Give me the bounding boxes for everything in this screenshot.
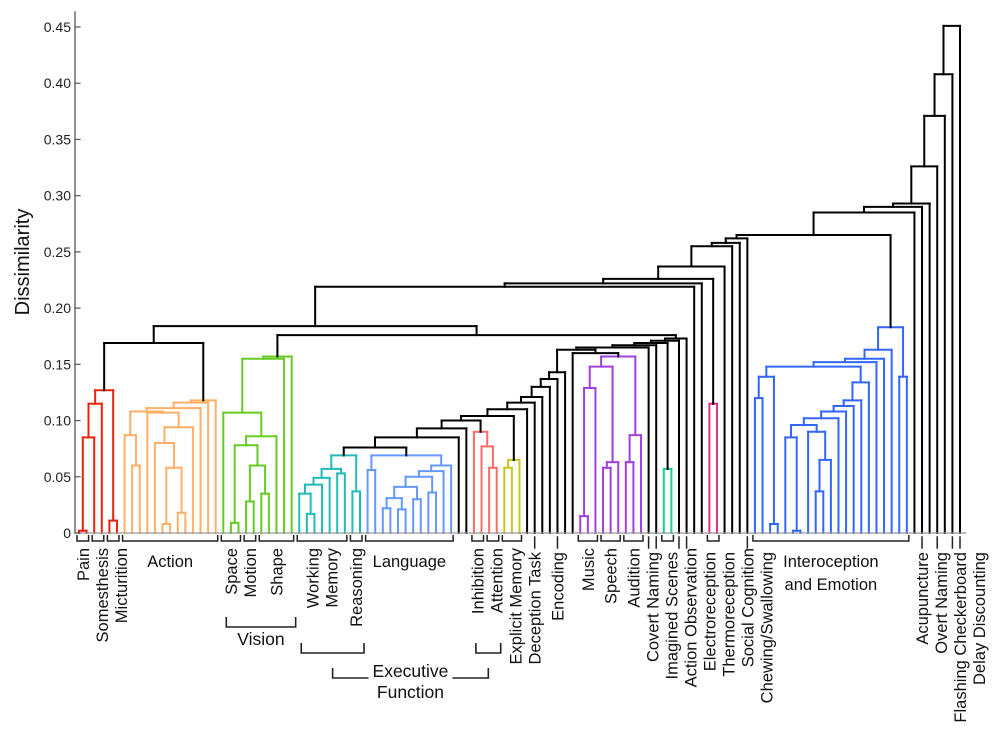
group-bracket bbox=[706, 535, 720, 542]
group-bracket bbox=[76, 535, 90, 542]
y-axis: 0 0.05 0.10 0.15 0.20 0.25 0.30 0.35 0.40 0.45 bbox=[44, 11, 967, 541]
y-tick-label: 0.40 bbox=[44, 75, 71, 91]
super-group-bracket bbox=[225, 617, 297, 628]
group-label: Flashing Checkerboard bbox=[952, 552, 970, 723]
group-bracket bbox=[91, 535, 105, 542]
y-tick-label: 0 bbox=[63, 525, 71, 541]
group-label: Somesthesis bbox=[94, 548, 112, 642]
group-label: Delay Discounting bbox=[971, 552, 989, 685]
group-bracket bbox=[600, 535, 621, 542]
y-tick-label: 0.15 bbox=[44, 356, 71, 372]
group-label: Memory bbox=[324, 547, 342, 607]
group-bracket bbox=[501, 535, 523, 542]
group-bracket bbox=[106, 535, 120, 542]
super-group-connector bbox=[331, 668, 369, 679]
group-bracket bbox=[243, 535, 257, 542]
group-label: Reasoning bbox=[348, 548, 366, 627]
group-bracket bbox=[471, 535, 485, 542]
y-tick-label: 0.20 bbox=[44, 300, 71, 316]
group-bracket bbox=[220, 535, 242, 542]
group-label: Micturition bbox=[113, 548, 131, 623]
group-bracket bbox=[349, 535, 363, 542]
group-label: Pain bbox=[75, 548, 93, 581]
group-label: Acupuncture bbox=[914, 552, 932, 645]
group-label: Inhibition bbox=[470, 548, 488, 614]
group-label: Action bbox=[147, 553, 193, 571]
group-bracket bbox=[296, 535, 348, 542]
group-label: Speech bbox=[603, 548, 621, 604]
group-label: Encoding bbox=[549, 552, 567, 621]
super-group-connector bbox=[452, 668, 490, 679]
group-bracket bbox=[486, 535, 500, 542]
group-bracket bbox=[752, 535, 910, 542]
group-label: Shape bbox=[268, 548, 286, 596]
y-axis-title: Dissimilarity bbox=[12, 209, 34, 316]
super-group-label: Executive bbox=[373, 661, 449, 681]
group-label: Imagined Scenes bbox=[663, 552, 681, 680]
group-bracket bbox=[661, 535, 675, 542]
super-group-bracket bbox=[300, 643, 365, 654]
y-tick-label: 0.30 bbox=[44, 188, 71, 204]
super-group-label: Vision bbox=[237, 629, 284, 649]
group-bracket bbox=[623, 535, 644, 542]
group-bracket bbox=[258, 535, 295, 542]
super-group-bracket bbox=[475, 643, 502, 654]
y-tick-label: 0.35 bbox=[44, 131, 71, 147]
dendrogram-branches bbox=[78, 24, 961, 534]
y-tick-label: 0.10 bbox=[44, 413, 71, 429]
group-label: Electroreception bbox=[701, 552, 719, 671]
group-label: and Emotion bbox=[785, 576, 878, 594]
group-label: Attention bbox=[489, 548, 507, 613]
group-label: Overt Naming bbox=[933, 552, 951, 654]
group-bracket bbox=[577, 535, 599, 542]
group-label: Interoception bbox=[783, 553, 878, 571]
leaf-group-labels: Action Language Interoception and Emotion Pa… bbox=[75, 535, 989, 723]
group-label: Covert Naming bbox=[644, 552, 662, 662]
group-label: Deception Task bbox=[527, 551, 545, 664]
group-label: Explicit Memory bbox=[508, 547, 526, 664]
y-tick-label: 0.25 bbox=[44, 244, 71, 260]
group-label: Language bbox=[373, 553, 446, 571]
group-label: Music bbox=[580, 548, 598, 591]
group-label: Thermoreception bbox=[720, 552, 738, 677]
group-label: Working bbox=[305, 548, 323, 608]
group-label: Motion bbox=[242, 548, 260, 598]
group-bracket bbox=[121, 535, 219, 542]
group-bracket bbox=[364, 535, 454, 542]
group-label: Action Observation bbox=[682, 548, 700, 687]
group-label: Audition bbox=[625, 548, 643, 608]
y-tick-label: 0.45 bbox=[44, 19, 71, 35]
group-label: Chewing/Swallowing bbox=[758, 552, 776, 703]
group-label: Space bbox=[223, 548, 241, 595]
super-group-label: Function bbox=[377, 682, 444, 702]
y-tick-label: 0.05 bbox=[44, 469, 71, 485]
group-label: Social Cognition bbox=[739, 548, 757, 667]
